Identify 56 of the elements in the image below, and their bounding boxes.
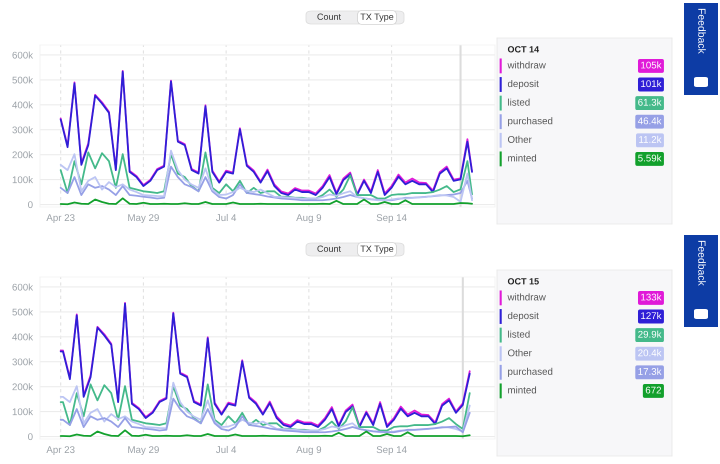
y-tick-label: 200k xyxy=(12,151,34,158)
y-tick-label: 600k xyxy=(12,51,34,59)
text: 101k xyxy=(641,80,662,88)
legend-label: deposit xyxy=(508,80,539,90)
y-tick-label: 300k xyxy=(12,358,34,366)
text: TX Type xyxy=(360,14,394,22)
y-tick-label: 0 xyxy=(28,201,33,208)
legend-label: minted xyxy=(508,386,536,394)
text: purchased xyxy=(508,368,552,377)
text: Other xyxy=(508,349,532,356)
y-tick-label: 200k xyxy=(12,383,34,390)
text: listed xyxy=(508,330,530,338)
legend-label: Other xyxy=(508,136,532,143)
legend-label: listed xyxy=(508,98,530,106)
x-tick-label: Apr 23 xyxy=(46,214,75,224)
text: Feedback xyxy=(698,8,706,54)
text: 105k xyxy=(641,61,662,69)
text: 133k xyxy=(641,293,662,301)
text: withdraw xyxy=(507,293,546,301)
text: 20.4k xyxy=(638,349,662,356)
x-tick-label: Aug 9 xyxy=(296,214,322,224)
text: 29.9k xyxy=(638,330,662,338)
x-tick-label: Sep 14 xyxy=(376,446,407,456)
text: 17.3k xyxy=(638,368,662,375)
x-tick-label: Jul 4 xyxy=(216,446,236,454)
y-tick-label: 0 xyxy=(28,433,33,440)
text: 11.2k xyxy=(639,136,662,143)
y-tick-label: 300k xyxy=(12,126,34,134)
y-tick-label: 600k xyxy=(12,283,34,291)
legend-label: purchased xyxy=(508,117,552,126)
text: 46.4k xyxy=(638,117,662,124)
text: 61.3k xyxy=(638,98,662,106)
y-tick-label: 400k xyxy=(12,101,34,108)
text: TX Type xyxy=(360,246,394,254)
y-tick-label: 400k xyxy=(12,333,34,340)
x-tick-label: Jul 4 xyxy=(216,214,236,222)
x-tick-label: May 29 xyxy=(128,214,159,224)
legend-title: OCT 14 xyxy=(508,46,540,53)
text: Count xyxy=(317,14,341,20)
text: deposit xyxy=(508,312,539,322)
legend-title: OCT 15 xyxy=(508,278,539,285)
text: 127k xyxy=(641,312,662,320)
y-tick-label: 100k xyxy=(12,176,34,184)
x-tick-label: Aug 9 xyxy=(296,446,322,456)
y-tick-label: 500k xyxy=(12,76,34,84)
x-tick-label: May 29 xyxy=(128,446,159,456)
y-tick-label: 500k xyxy=(12,308,34,316)
legend-label: withdraw xyxy=(507,61,546,69)
y-tick-label: 100k xyxy=(12,408,34,416)
text: 672 xyxy=(646,386,662,394)
legend-label: minted xyxy=(508,154,536,162)
text: Feedback xyxy=(698,240,706,286)
text: 5.59k xyxy=(638,154,662,162)
x-tick-label: Apr 23 xyxy=(46,446,75,456)
text: Count xyxy=(317,246,341,252)
x-tick-label: Sep 14 xyxy=(376,214,407,224)
